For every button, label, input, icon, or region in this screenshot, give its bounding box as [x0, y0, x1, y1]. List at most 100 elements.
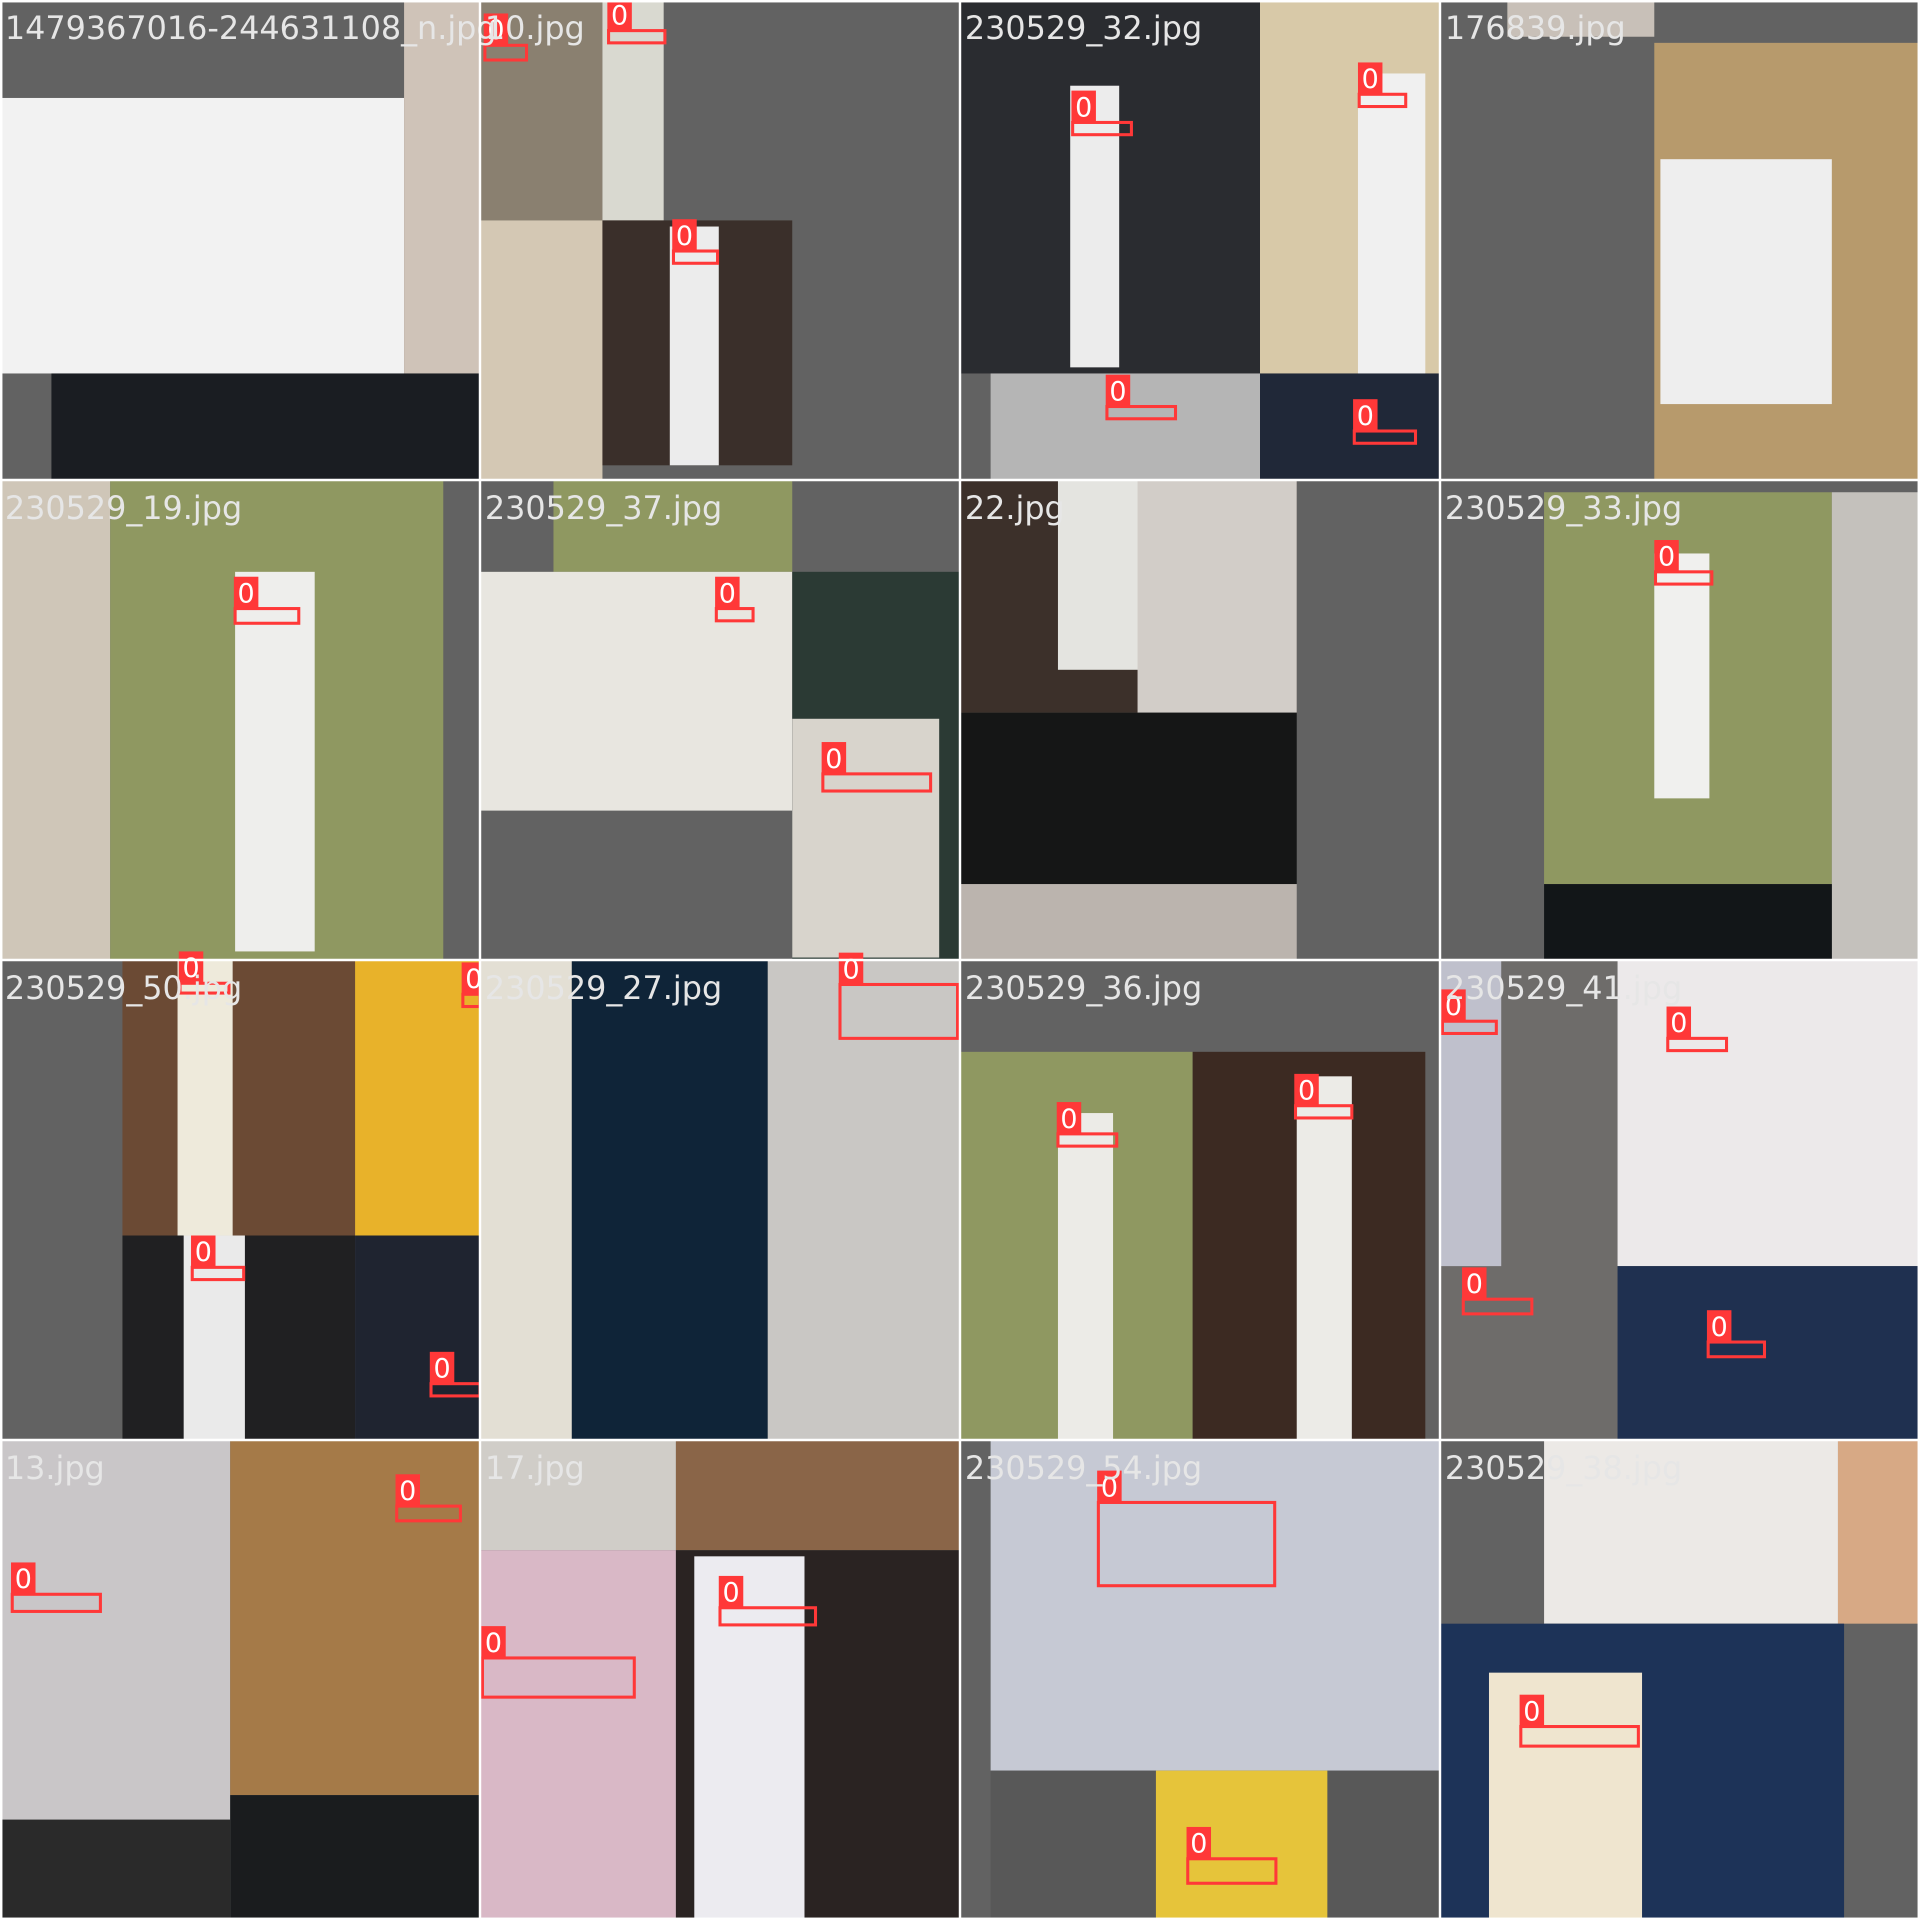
bounding-box	[190, 1265, 246, 1282]
box-label: 0	[722, 1578, 739, 1609]
photo-region	[183, 1235, 245, 1440]
photo-region	[480, 960, 572, 1440]
tile-filename: 230529_41.jpg	[1445, 969, 1682, 1007]
photo-region	[1617, 1266, 1920, 1440]
box-label: 0	[1466, 1269, 1483, 1300]
mosaic-tile	[0, 0, 481, 480]
box-label: 0	[1711, 1312, 1728, 1343]
box-label-tab	[1441, 989, 1466, 1022]
tile-filename: 230529_37.jpg	[485, 489, 722, 527]
box-label-tab	[1056, 1102, 1082, 1134]
photo-region	[1654, 553, 1710, 799]
tile-filename: 230529_32.jpg	[965, 9, 1202, 47]
box-label: 0	[1101, 1472, 1118, 1503]
photo-region	[767, 960, 960, 1440]
box-label: 0	[676, 221, 693, 252]
bounding-box	[1461, 1297, 1534, 1316]
tile-filename: 230529_36.jpg	[965, 969, 1202, 1007]
tile-filename: 17.jpg	[485, 1449, 585, 1487]
tile-filename: 22.jpg	[965, 489, 1065, 527]
box-label-tab	[1706, 1310, 1732, 1343]
photo-region	[960, 884, 1297, 960]
box-label-tab	[1519, 1694, 1545, 1727]
photo-region	[1544, 884, 1832, 960]
photo-region	[480, 571, 793, 811]
photo-region	[675, 1440, 960, 1551]
bounding-box	[821, 772, 933, 793]
box-label-tab	[821, 742, 847, 774]
box-label: 0	[1109, 376, 1126, 407]
box-label-tab	[1071, 90, 1096, 123]
box-label-tab	[1097, 1470, 1122, 1503]
bounding-box	[1706, 1340, 1767, 1359]
box-label: 0	[1298, 1076, 1315, 1107]
bounding-box	[838, 982, 960, 1040]
box-label-tab	[1353, 399, 1378, 432]
photo-region	[792, 718, 940, 958]
box-label-tab	[715, 576, 740, 609]
tile-filename: 1479367016-244631108_n.jpg	[5, 9, 497, 47]
bounding-box	[1653, 570, 1714, 586]
box-label-tab	[1666, 1006, 1692, 1039]
photo-region	[960, 712, 1297, 885]
photo-region	[122, 960, 356, 1236]
mosaic-tile	[1440, 0, 1920, 480]
photo-region	[480, 1440, 676, 1551]
box-label: 0	[1523, 1696, 1540, 1727]
bounding-box	[1519, 1725, 1640, 1748]
photo-region	[230, 1440, 480, 1796]
bounding-box	[1071, 120, 1133, 137]
bounding-box	[1666, 1036, 1729, 1053]
photo-region	[230, 1795, 480, 1920]
photo-region	[1137, 480, 1297, 713]
box-label: 0	[1658, 542, 1675, 573]
tile-filename: 10.jpg	[485, 9, 585, 47]
bounding-box	[718, 1606, 818, 1627]
photo-region	[571, 960, 768, 1440]
photo-region	[1057, 1113, 1114, 1444]
photo-region	[669, 226, 719, 466]
photo-region	[1488, 1672, 1643, 1920]
box-label: 0	[433, 1354, 450, 1385]
photo-region	[1831, 492, 1920, 960]
box-label-tab	[429, 1351, 455, 1384]
box-label: 0	[1362, 64, 1379, 95]
mosaic-tile: 00	[480, 480, 960, 976]
box-label-tab	[1105, 374, 1131, 407]
box-label-tab	[483, 13, 509, 46]
photo-region	[0, 1819, 231, 1920]
photo-region	[1057, 480, 1144, 670]
mosaic-tile: 00	[480, 1440, 960, 1920]
photo-region	[1507, 0, 1655, 37]
photo-region	[355, 1235, 480, 1440]
photo-region	[1660, 159, 1832, 405]
photo-region	[694, 1556, 805, 1920]
bounding-box	[1096, 1500, 1277, 1588]
photo-region	[355, 960, 480, 1236]
photo-region	[1155, 1770, 1328, 1920]
mosaic-tile: 0 0 0	[480, 0, 960, 481]
box-label: 0	[719, 578, 736, 609]
tile-filename: 230529_33.jpg	[1445, 489, 1682, 527]
box-label-tab	[395, 1474, 420, 1507]
box-label: 0	[1075, 92, 1092, 123]
box-label: 0	[195, 1237, 212, 1268]
box-label-tab	[607, 0, 632, 31]
mosaic-tile: 0	[1440, 1440, 1920, 1920]
box-label: 0	[1060, 1104, 1077, 1135]
box-label-tab	[1357, 62, 1383, 95]
bounding-box	[233, 607, 301, 625]
box-label-tab	[1654, 540, 1679, 572]
tile-filename: 13.jpg	[5, 1449, 105, 1487]
box-label-tab	[11, 1562, 36, 1595]
box-label: 0	[399, 1476, 416, 1507]
photo-region	[1357, 73, 1426, 374]
photo-region	[1070, 85, 1120, 368]
bounding-box	[480, 1656, 636, 1699]
tile-filename: 230529_19.jpg	[5, 489, 242, 527]
box-label-tab	[191, 1235, 216, 1268]
